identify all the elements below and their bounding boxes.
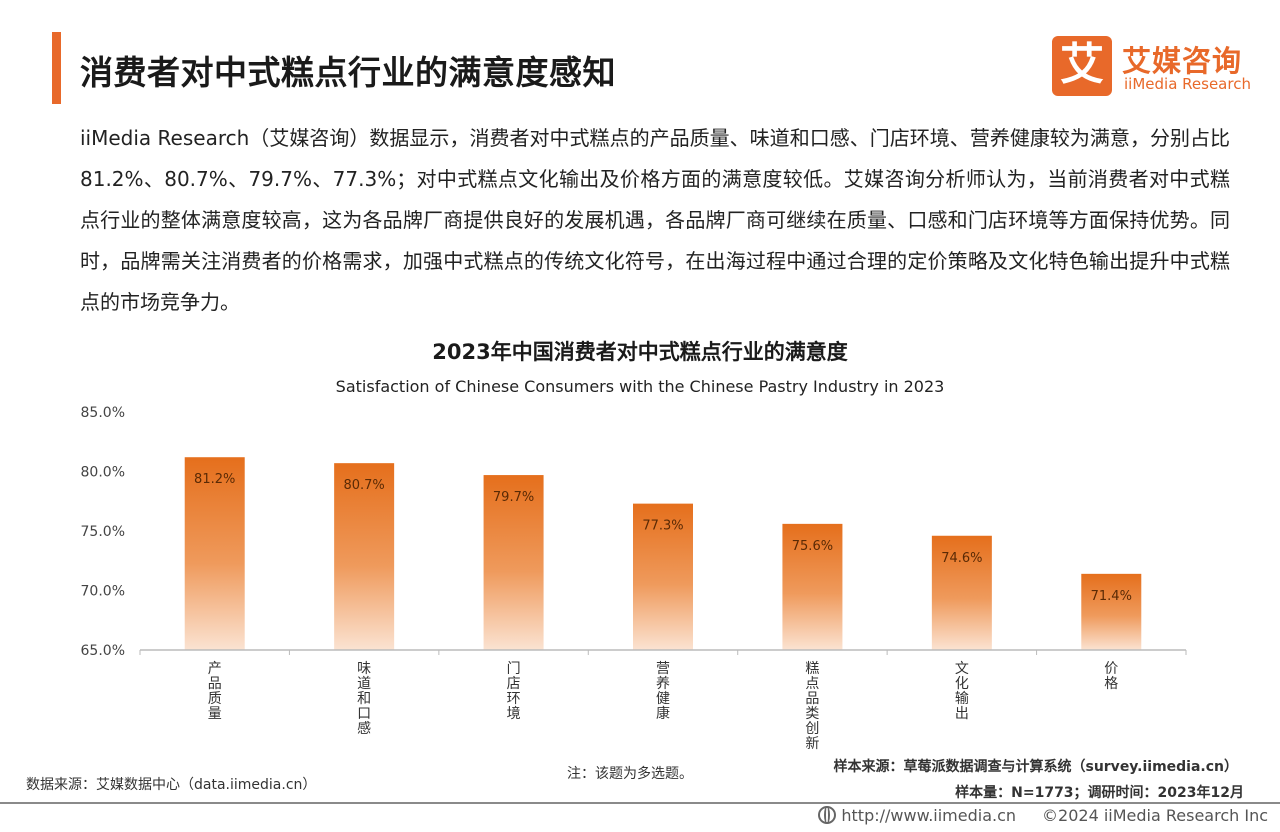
chart-note: 注：该题为多选题。 <box>567 766 693 782</box>
y-tick-label: 85.0% <box>81 405 125 421</box>
x-category-label: 文化输出 <box>954 661 969 722</box>
x-category-label: 价格 <box>1104 661 1119 692</box>
y-tick-label: 80.0% <box>81 465 125 481</box>
x-category-label: 糕点品类创新 <box>805 661 820 752</box>
bars-group <box>184 457 1142 650</box>
bar <box>633 503 693 650</box>
data-source: 数据来源：艾媒数据中心（data.iimedia.cn） <box>26 777 317 793</box>
y-tick-label: 70.0% <box>81 584 125 600</box>
bar-value-label: 74.6% <box>941 551 982 566</box>
x-category-label: 门店环境 <box>506 661 521 722</box>
brand-logo: 艾 艾媒咨询 iiMedia Research <box>1052 36 1257 96</box>
footer-copyright: ©2024 iiMedia Research Inc <box>1042 806 1268 825</box>
bar-value-label: 80.7% <box>343 478 384 493</box>
sample-info: 样本量：N=1773；调研时间：2023年12月 <box>955 785 1244 801</box>
bar <box>483 475 544 650</box>
title-accent-bar <box>52 32 61 104</box>
bar-value-label: 75.6% <box>792 539 833 554</box>
bar-value-label: 71.4% <box>1091 589 1132 604</box>
chart-title: 2023年中国消费者对中式糕点行业的满意度 <box>432 340 848 364</box>
bar <box>334 463 395 650</box>
bar-value-label: 81.2% <box>194 472 235 487</box>
bar <box>184 457 245 650</box>
y-tick-label: 65.0% <box>81 643 125 659</box>
bar <box>782 523 843 650</box>
footer-divider <box>0 802 1280 804</box>
logo-mark-icon: 艾 <box>1052 36 1112 96</box>
globe-icon <box>818 806 837 824</box>
bar-value-label: 77.3% <box>642 519 683 534</box>
x-axis <box>139 649 1187 655</box>
chart-subtitle: Satisfaction of Chinese Consumers with t… <box>335 377 945 396</box>
footer-url[interactable]: http://www.iimedia.cn <box>841 806 1017 825</box>
x-category-label: 营养健康 <box>656 661 670 722</box>
description-paragraph: iiMedia Research（艾媒咨询）数据显示，消费者对中式糕点的产品质量… <box>80 126 1230 314</box>
logo-chinese-name: 艾媒咨询 <box>1122 44 1243 78</box>
data-labels-group: 81.2% 80.7% 79.7% 77.3% 75.6% 74.6% 71.4% <box>194 472 1132 604</box>
page-title: 消费者对中式糕点行业的满意度感知 <box>80 53 616 92</box>
bar <box>1081 573 1142 650</box>
sample-source: 样本来源：草莓派数据调查与计算系统（survey.iimedia.cn） <box>833 759 1238 775</box>
y-axis: 65.0% 70.0% 75.0% 80.0% 85.0% <box>81 405 125 659</box>
y-tick-label: 75.0% <box>81 524 125 540</box>
x-category-label: 产品质量 <box>207 661 222 722</box>
bar <box>931 535 992 650</box>
footer: http://www.iimedia.cn ©2024 iiMedia Resea… <box>818 806 1268 825</box>
x-category-label: 味道和口感 <box>357 661 372 737</box>
logo-english-name: iiMedia Research <box>1124 75 1251 93</box>
bar-value-label: 79.7% <box>493 490 534 505</box>
